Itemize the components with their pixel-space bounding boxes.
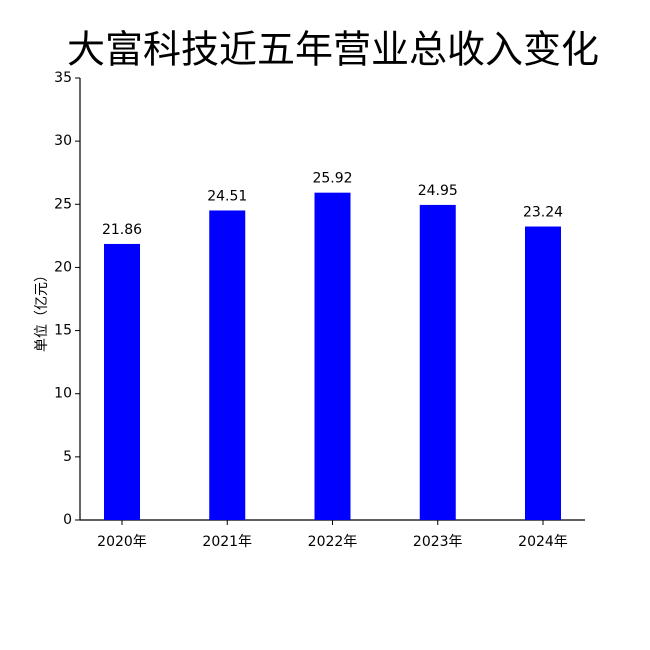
y-tick-label: 20 (54, 259, 72, 275)
y-tick-label: 35 (54, 70, 72, 86)
x-tick-label: 2023年 (413, 534, 463, 550)
value-label: 25.92 (312, 171, 352, 187)
bar (314, 192, 351, 521)
y-tick-label: 0 (63, 512, 72, 528)
bar (525, 226, 561, 520)
value-label: 21.86 (102, 222, 142, 238)
chart-title: 大富科技近五年营业总收入变化 (67, 28, 599, 72)
x-tick-label: 2020年 (97, 534, 147, 550)
bar (104, 243, 140, 520)
y-tick-label: 10 (54, 386, 72, 402)
value-label: 24.95 (418, 183, 458, 199)
x-tick-label: 2024年 (518, 534, 568, 550)
y-tick-label: 5 (63, 449, 72, 465)
value-label: 23.24 (523, 205, 563, 221)
x-tick-label: 2022年 (308, 534, 358, 550)
bar (419, 204, 456, 520)
value-label: 24.51 (207, 188, 247, 204)
x-tick-label: 2021年 (202, 534, 252, 550)
y-tick-label: 25 (54, 196, 72, 212)
bar (209, 210, 246, 521)
y-tick-label: 15 (54, 323, 72, 339)
y-tick-label: 30 (54, 133, 72, 149)
y-axis-label: 单位（亿元） (34, 268, 50, 352)
